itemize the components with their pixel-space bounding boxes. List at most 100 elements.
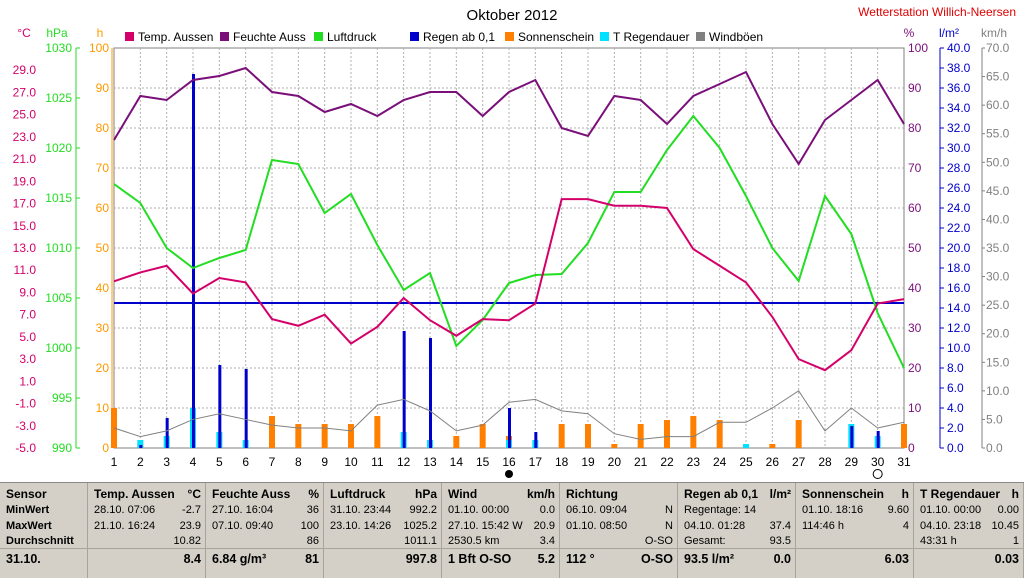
cell: 21.10. 16:24 — [94, 520, 156, 532]
row-max: 114:46 h 4 — [802, 520, 909, 533]
wind-tick-label: 45.0 — [986, 184, 1010, 198]
rain-tick-label: 22.0 — [947, 221, 971, 235]
col-title-text: Regen ab 0,1 — [684, 487, 759, 501]
row-max: 07.10. 09:40 100 — [212, 520, 319, 533]
row-min: Regentage: 14 — [684, 504, 791, 517]
temp-tick-label: 3.0 — [19, 352, 36, 366]
cell-value: O-SO — [644, 535, 673, 547]
row-avg: Durchschnitt — [6, 535, 83, 548]
cell: 04.10. 01:28 — [684, 520, 746, 532]
pressure-line — [113, 114, 905, 369]
sunshine-bar — [611, 444, 618, 448]
newmoon-marker — [505, 470, 513, 478]
cell-value: N — [665, 504, 673, 516]
sunshine-bar — [585, 424, 591, 448]
wind-tick-label: 0.0 — [986, 441, 1003, 455]
row-max: 23.10. 14:26 1025.2 — [330, 520, 437, 533]
sunshine-bar — [479, 424, 486, 448]
cell: 23.10. 14:26 — [330, 520, 392, 532]
temp-tick-label: 7.0 — [19, 308, 36, 322]
row-min: 31.10. 23:44 992.2 — [330, 504, 437, 517]
cell-value: 0.0 — [773, 552, 791, 566]
sunshine-bar — [690, 416, 697, 448]
col-unit: km/h — [526, 487, 555, 501]
wind-tick-label: 60.0 — [986, 98, 1010, 112]
sunshine-bar — [795, 420, 802, 448]
legend-swatch — [410, 32, 419, 41]
col-unit: h — [1011, 487, 1019, 501]
cell: 27.10. 16:04 — [212, 504, 274, 516]
hours-tick-label: 90 — [96, 81, 110, 95]
temp-tick-label: 15.0 — [13, 219, 37, 233]
row-current: 31.10. — [6, 552, 83, 566]
row-current: 997.8 — [330, 552, 437, 566]
rain-tick-label: 0.0 — [947, 441, 964, 455]
divider — [678, 548, 795, 549]
x-tick-label: 6 — [242, 455, 249, 469]
cell-value: 10.45 — [991, 520, 1019, 532]
stats-col-sun: Sonnenschein h 01.10. 18:16 9.60 114:46 h 4 6.… — [796, 483, 914, 578]
rain-tick-label: 6.0 — [947, 381, 964, 395]
wind-tick-label: 5.0 — [986, 412, 1003, 426]
stats-col-title: Feuchte Auss% — [212, 487, 319, 501]
hours-tick-label: 100 — [89, 41, 109, 55]
x-tick-label: 26 — [766, 455, 780, 469]
wind-tick-label: 35.0 — [986, 241, 1010, 255]
row-min: 28.10. 07:06 -2.7 — [94, 504, 201, 517]
stats-col-wind: Wind km/h 01.10. 00:00 0.0 27.10. 15:42 W 20.… — [442, 483, 560, 578]
cell-value: 81 — [305, 552, 319, 566]
col-title-text: Temp. Aussen — [94, 487, 175, 501]
temp-tick-label: -3.0 — [15, 419, 36, 433]
sunshine-bar — [769, 444, 776, 448]
wind-tick-label: 40.0 — [986, 212, 1010, 226]
cell-value: 0.00 — [997, 504, 1019, 516]
pressure-tick-label: 1010 — [45, 241, 72, 255]
cell: 112 ° — [566, 552, 595, 566]
rain-tick-label: 34.0 — [947, 101, 971, 115]
cell: Gesamt: — [684, 535, 726, 547]
temp-tick-label: 5.0 — [19, 330, 36, 344]
x-tick-label: 22 — [660, 455, 674, 469]
temp-tick-label: 11.0 — [14, 263, 37, 277]
legend-swatch — [505, 32, 514, 41]
hours-tick-label: 0 — [102, 441, 109, 455]
legend-label: Luftdruck — [327, 30, 377, 44]
cell-value: 37.4 — [769, 520, 791, 532]
row-max: 04.10. 23:18 10.45 — [920, 520, 1019, 533]
hours-tick-label: 40 — [96, 281, 110, 295]
wind-tick-label: 70.0 — [986, 41, 1010, 55]
legend-swatch — [600, 32, 609, 41]
legend-label: T Regendauer — [613, 30, 690, 44]
x-tick-label: 7 — [269, 455, 276, 469]
weather-chart: Oktober 2012 Wetterstation Willich-Neerse… — [13, 5, 1016, 479]
row-min: 01.10. 00:00 0.00 — [920, 504, 1019, 517]
stats-col-title: T Regendauer h — [920, 487, 1019, 501]
stats-col-hum: Feuchte Auss% 27.10. 16:04 36 07.10. 09:40 1… — [206, 483, 324, 578]
x-tick-label: 25 — [739, 455, 753, 469]
rain-tick-label: 26.0 — [947, 181, 971, 195]
x-tick-label: 4 — [190, 455, 197, 469]
legend-swatch — [314, 32, 323, 41]
divider — [560, 548, 677, 549]
cell-value: 36 — [306, 504, 319, 516]
x-tick-label: 17 — [529, 455, 543, 469]
cell: 01.10. 00:00 — [920, 504, 982, 516]
stats-col-title: Sensor — [6, 487, 83, 501]
x-tick-label: 10 — [344, 455, 358, 469]
cell-value: 9.60 — [887, 504, 909, 516]
x-tick-label: 21 — [634, 455, 648, 469]
rain-bar — [192, 74, 195, 448]
cell: 04.10. 23:18 — [920, 520, 982, 532]
cell-value: 5.2 — [537, 552, 555, 566]
rain-bar — [429, 338, 432, 448]
x-tick-label: 30 — [871, 455, 885, 469]
sunshine-bar — [901, 424, 907, 448]
humidity-tick-label: 60 — [908, 201, 922, 215]
cell-value: 10.82 — [173, 535, 201, 547]
rain-tick-label: 30.0 — [947, 141, 971, 155]
hours-tick-label: 30 — [96, 321, 110, 335]
x-tick-label: 13 — [423, 455, 437, 469]
cell: 07.10. 09:40 — [212, 520, 274, 532]
humidity-tick-label: 70 — [908, 161, 922, 175]
cell-value: O-SO — [641, 552, 673, 566]
